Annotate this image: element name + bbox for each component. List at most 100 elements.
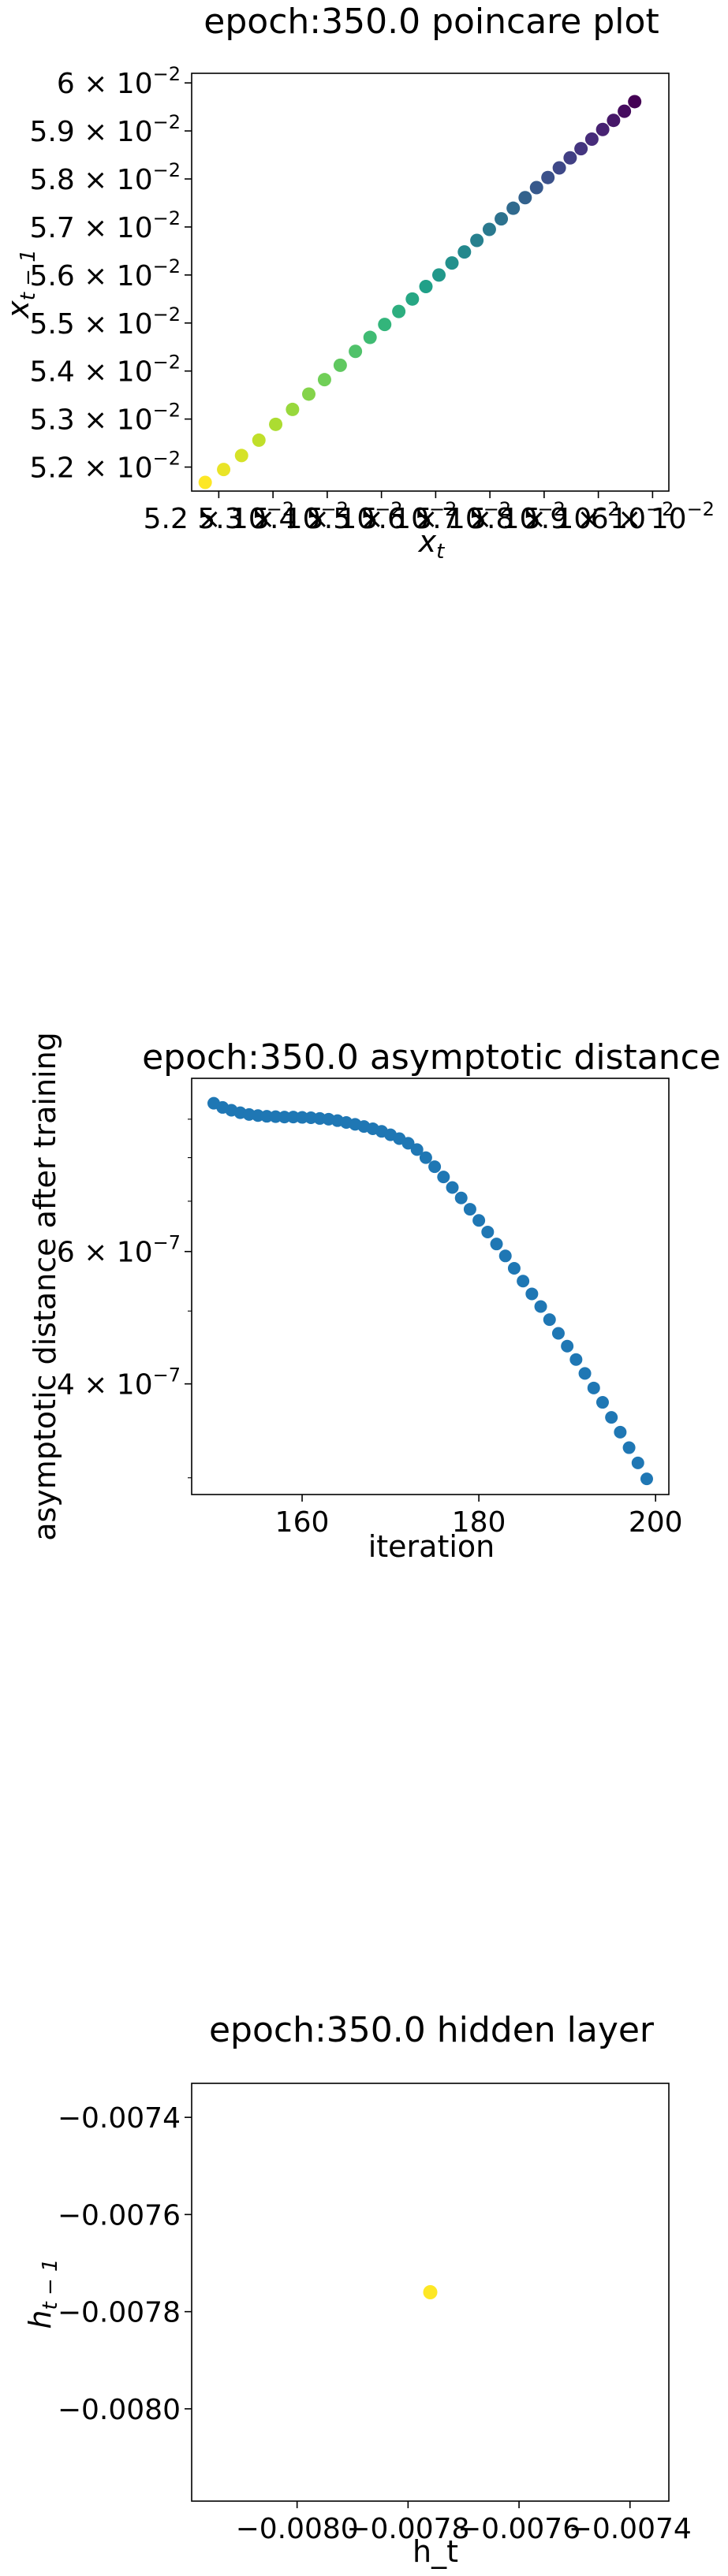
- poincare-point: [482, 222, 496, 236]
- poincare-point: [506, 201, 521, 215]
- poincare-point: [349, 344, 363, 359]
- hidden-layer-y-ticks: −0.0074 −0.0076 −0.0078 −0.0080: [58, 2102, 192, 2426]
- asymptotic-distance-point: [481, 1225, 495, 1238]
- poincare-point: [457, 245, 472, 259]
- asymptotic-distance-point: [410, 1143, 424, 1156]
- poincare-y-axis-label: xt − 1: [1, 249, 40, 319]
- hidden-layer-points: [423, 2285, 438, 2299]
- asymptotic-distance-x-ticks: 160 180 200: [275, 1495, 683, 1539]
- asymptotic-distance-frame: [191, 1078, 670, 1495]
- poincare-y-tick-label: 5.5 × 10−2: [29, 303, 181, 341]
- asymptotic-distance-point: [614, 1425, 627, 1439]
- asymptotic-distance-point: [269, 1110, 282, 1123]
- asymptotic-distance-point: [278, 1111, 291, 1124]
- poincare-point: [405, 292, 420, 306]
- asymptotic-distance-x-axis-label: iteration: [368, 1529, 495, 1564]
- hidden-layer-x-ticks: −0.0080−0.0078−0.0076−0.0074: [236, 2501, 692, 2545]
- asymptotic-distance-point: [507, 1261, 521, 1275]
- asymptotic-distance-point: [260, 1110, 274, 1123]
- hidden-layer-title: epoch:350.0 hidden layer: [209, 2010, 655, 2050]
- poincare-x-tick-label: 5.5 × 10−2: [306, 498, 457, 535]
- poincare-point: [495, 212, 509, 226]
- poincare-plot-title: epoch:350.0 poincare plot: [203, 2, 659, 42]
- hidden-layer-y-axis-label: ht − 1: [23, 2258, 62, 2328]
- hidden-layer-x-tick-label: −0.0076: [457, 2513, 581, 2545]
- poincare-point: [419, 279, 433, 293]
- hidden-layer-chart: epoch:350.0 hidden layer −0.0074−0.0076−…: [23, 2010, 692, 2569]
- asymptotic-distance-point: [463, 1203, 476, 1216]
- asymptotic-distance-point: [286, 1111, 300, 1124]
- asymptotic-distance-point: [534, 1300, 547, 1313]
- poincare-point: [217, 463, 231, 477]
- poincare-y-tick-label: 5.7 × 10−2: [29, 207, 181, 244]
- asymptotic-distance-point: [561, 1339, 574, 1353]
- asymptotic-distance-y-ticks: 4 × 10−7 6 × 10−7: [57, 1119, 192, 1479]
- asymptotic-distance-point: [631, 1456, 644, 1469]
- poincare-point: [628, 95, 642, 109]
- hidden-layer-y-tick-label: −0.0076: [58, 2199, 181, 2232]
- asymptotic-distance-x-tick-label: 200: [629, 1506, 683, 1539]
- poincare-point: [286, 402, 300, 416]
- asymptotic-distance-point: [578, 1367, 592, 1380]
- poincare-point: [552, 161, 566, 175]
- poincare-y-tick-label: 5.4 × 10−2: [29, 352, 181, 389]
- asymptotic-distance-point: [595, 1396, 609, 1409]
- asymptotic-distance-point: [543, 1313, 556, 1327]
- hidden-layer-x-tick-label: −0.0078: [346, 2513, 469, 2545]
- asymptotic-distance-point: [517, 1275, 530, 1288]
- asymptotic-distance-x-tick-label: 180: [452, 1506, 506, 1539]
- asymptotic-distance-y-axis-label: asymptotic distance after training: [28, 1032, 62, 1541]
- hidden-layer-frame: [191, 2083, 670, 2502]
- poincare-y-tick-label: 5.9 × 10−2: [29, 111, 181, 148]
- poincare-x-tick-label: 6 × 10−2: [591, 498, 715, 535]
- asymptotic-distance-point: [419, 1151, 432, 1164]
- poincare-point: [529, 181, 543, 195]
- hidden-layer-y-tick-label: −0.0078: [58, 2297, 181, 2329]
- poincare-point: [333, 358, 347, 372]
- poincare-y-tick-label: 5.6 × 10−2: [29, 255, 181, 292]
- poincare-point: [302, 387, 315, 401]
- poincare-point: [584, 132, 599, 146]
- asymptotic-distance-y-tick-label: 6 × 10−7: [57, 1232, 181, 1269]
- asymptotic-distance-point: [525, 1287, 539, 1301]
- poincare-point: [470, 233, 484, 248]
- hidden-layer-y-tick-label: −0.0074: [58, 2102, 181, 2135]
- poincare-y-tick-label: 5.3 × 10−2: [29, 400, 181, 437]
- poincare-x-tick-label: 5.2 × 10−2: [144, 498, 295, 535]
- asymptotic-distance-point: [587, 1381, 600, 1394]
- asymptotic-distance-point: [401, 1137, 415, 1150]
- poincare-y-ticks: 5.2 × 10−2 5.3 × 10−2 5.4 × 10−2 5.5 × 10−2…: [29, 63, 192, 485]
- poincare-point: [392, 304, 406, 318]
- poincare-point: [234, 449, 248, 463]
- hidden-layer-x-tick-label: −0.0074: [569, 2513, 692, 2545]
- poincare-points: [198, 95, 642, 490]
- asymptotic-distance-point: [472, 1214, 486, 1227]
- poincare-point: [378, 318, 392, 332]
- asymptotic-distance-point: [437, 1171, 450, 1184]
- asymptotic-distance-point: [569, 1353, 583, 1366]
- hidden-layer-x-axis-label: h_t: [413, 2534, 458, 2569]
- poincare-plot-chart: epoch:350.0 poincare plot 5.2 × 10−2 5.3 …: [1, 2, 715, 564]
- poincare-y-tick-label: 6 × 10−2: [57, 63, 181, 100]
- asymptotic-distance-point: [498, 1249, 512, 1263]
- asymptotic-distance-chart: epoch:350.0 asymptotic distance 4 × 10−7…: [28, 1032, 721, 1564]
- asymptotic-distance-point: [490, 1238, 503, 1251]
- hidden-layer-x-tick-label: −0.0080: [236, 2513, 359, 2545]
- poincare-point: [198, 475, 212, 490]
- poincare-point: [563, 151, 577, 165]
- asymptotic-distance-point: [454, 1191, 468, 1204]
- poincare-point: [574, 142, 588, 156]
- asymptotic-distance-point: [605, 1411, 618, 1424]
- poincare-point: [317, 373, 331, 387]
- poincare-point: [363, 330, 377, 344]
- poincare-point: [618, 104, 632, 118]
- poincare-y-tick-label: 5.8 × 10−2: [29, 159, 181, 196]
- asymptotic-distance-point: [622, 1441, 636, 1454]
- hidden-layer-point: [423, 2285, 438, 2299]
- poincare-point: [595, 122, 610, 136]
- poincare-point: [445, 256, 459, 270]
- poincare-y-tick-label: 5.2 × 10−2: [29, 448, 181, 485]
- asymptotic-distance-title: epoch:350.0 asymptotic distance: [142, 1037, 721, 1078]
- asymptotic-distance-point: [296, 1111, 309, 1124]
